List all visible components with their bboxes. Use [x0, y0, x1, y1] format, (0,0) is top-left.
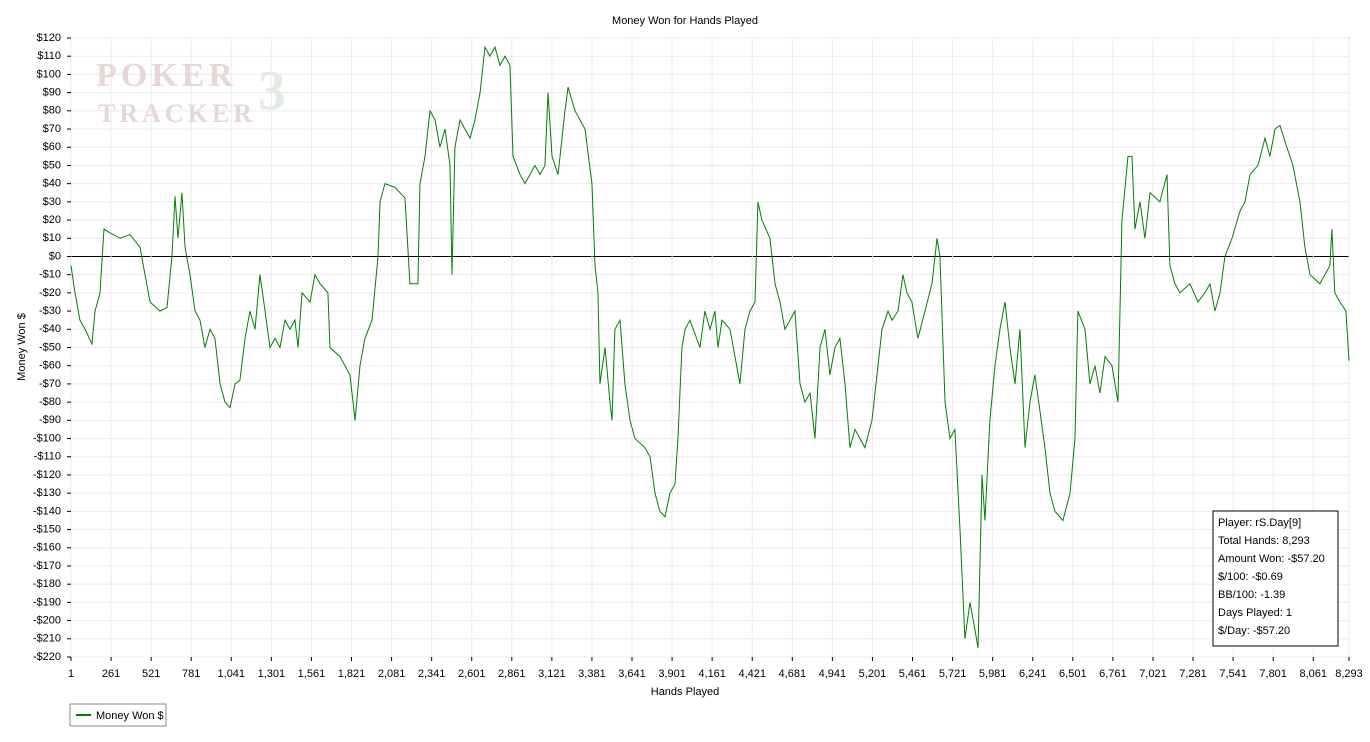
- grid: [70, 37, 1350, 658]
- y-tick-label: $30: [43, 196, 61, 208]
- y-tick-label: $80: [43, 105, 61, 117]
- x-tick-label: 1,561: [298, 668, 326, 680]
- x-tick-label: 2,081: [378, 668, 406, 680]
- x-tick-label: 261: [102, 668, 120, 680]
- y-tick-label: -$210: [33, 633, 61, 645]
- x-tick-label: 5,721: [939, 668, 967, 680]
- y-tick-label: -$170: [33, 560, 61, 572]
- y-tick-label: $120: [37, 32, 61, 44]
- y-tick-label: $110: [37, 50, 61, 62]
- y-axis-title: Money Won $: [16, 313, 28, 381]
- x-tick-label: 8,061: [1299, 668, 1327, 680]
- stats-box: [1212, 510, 1339, 647]
- stats-line: Amount Won: -$57.20: [1218, 553, 1325, 565]
- stats-line: Days Played: 1: [1218, 607, 1292, 619]
- x-tick-label: 6,761: [1099, 668, 1127, 680]
- stats-line: Player: rS.Day[9]: [1218, 517, 1301, 529]
- legend-label: Money Won $: [96, 710, 164, 722]
- x-tick-label: 781: [182, 668, 200, 680]
- y-tick-label: -$10: [39, 269, 61, 281]
- y-tick-label: -$190: [33, 596, 61, 608]
- stats-line: Total Hands: 8,293: [1218, 535, 1310, 547]
- x-tick-label: 3,381: [578, 668, 606, 680]
- y-tick-label: -$140: [33, 505, 61, 517]
- y-tick-label: -$120: [33, 469, 61, 481]
- stats-line: $/Day: -$57.20: [1218, 625, 1290, 637]
- y-tick-label: -$160: [33, 542, 61, 554]
- x-tick-label: 7,021: [1139, 668, 1167, 680]
- y-tick-label: -$150: [33, 523, 61, 535]
- x-tick-label: 4,941: [819, 668, 847, 680]
- stats-line: $/100: -$0.69: [1218, 571, 1283, 583]
- y-tick-label: -$50: [39, 341, 61, 353]
- y-tick-label: -$40: [39, 323, 61, 335]
- x-tick-label: 8,293: [1335, 668, 1363, 680]
- x-tick-label: 3,901: [658, 668, 686, 680]
- x-axis-title: Hands Played: [651, 686, 720, 698]
- y-tick-label: -$220: [33, 651, 61, 663]
- series-layer: [70, 45, 1350, 648]
- x-tick-label: 3,641: [618, 668, 646, 680]
- y-tick-label: $0: [49, 250, 61, 262]
- y-tick-label: $40: [43, 178, 61, 190]
- y-tick-label: $90: [43, 87, 61, 99]
- y-tick-label: $20: [43, 214, 61, 226]
- x-tick-label: 2,601: [458, 668, 486, 680]
- x-tick-label: 521: [142, 668, 160, 680]
- watermark: POKER: [96, 57, 237, 94]
- x-tick-label: 6,501: [1059, 668, 1087, 680]
- x-tick-label: 5,201: [859, 668, 887, 680]
- y-tick-label: -$80: [39, 396, 61, 408]
- series-line: [70, 45, 1350, 648]
- y-tick-label: -$130: [33, 487, 61, 499]
- x-tick-label: 6,241: [1019, 668, 1047, 680]
- x-tick-label: 1: [68, 668, 74, 680]
- y-tick-label: -$60: [39, 360, 61, 372]
- y-tick-label: -$70: [39, 378, 61, 390]
- chart-title: Money Won for Hands Played: [612, 15, 758, 27]
- y-tick-label: $70: [43, 123, 61, 135]
- watermark: 3: [258, 60, 290, 122]
- x-tick-label: 1,821: [338, 668, 366, 680]
- y-tick-label: -$200: [33, 614, 61, 626]
- y-tick-label: $100: [37, 68, 61, 80]
- x-tick-label: 5,461: [899, 668, 927, 680]
- x-tick-label: 2,341: [418, 668, 446, 680]
- y-tick-label: -$20: [39, 287, 61, 299]
- x-tick-label: 2,861: [498, 668, 526, 680]
- x-tick-label: 7,281: [1179, 668, 1207, 680]
- y-tick-label: -$100: [33, 432, 61, 444]
- x-tick-label: 7,541: [1219, 668, 1247, 680]
- y-tick-label: $10: [43, 232, 61, 244]
- x-tick-label: 5,981: [979, 668, 1007, 680]
- y-tick-label: -$180: [33, 578, 61, 590]
- x-tick-label: 1,301: [258, 668, 286, 680]
- y-tick-label: -$90: [39, 414, 61, 426]
- y-tick-label: -$30: [39, 305, 61, 317]
- y-tick-label: $50: [43, 159, 61, 171]
- x-tick-label: 3,121: [538, 668, 566, 680]
- legend: [69, 703, 167, 727]
- x-tick-label: 4,421: [738, 668, 766, 680]
- x-tick-label: 4,681: [779, 668, 807, 680]
- watermark: TRACKER: [98, 99, 256, 128]
- x-tick-label: 1,041: [218, 668, 246, 680]
- stats-line: BB/100: -1.39: [1218, 589, 1285, 601]
- y-tick-label: $60: [43, 141, 61, 153]
- y-tick-label: -$110: [34, 451, 61, 463]
- x-tick-label: 7,801: [1259, 668, 1287, 680]
- x-tick-label: 4,161: [698, 668, 726, 680]
